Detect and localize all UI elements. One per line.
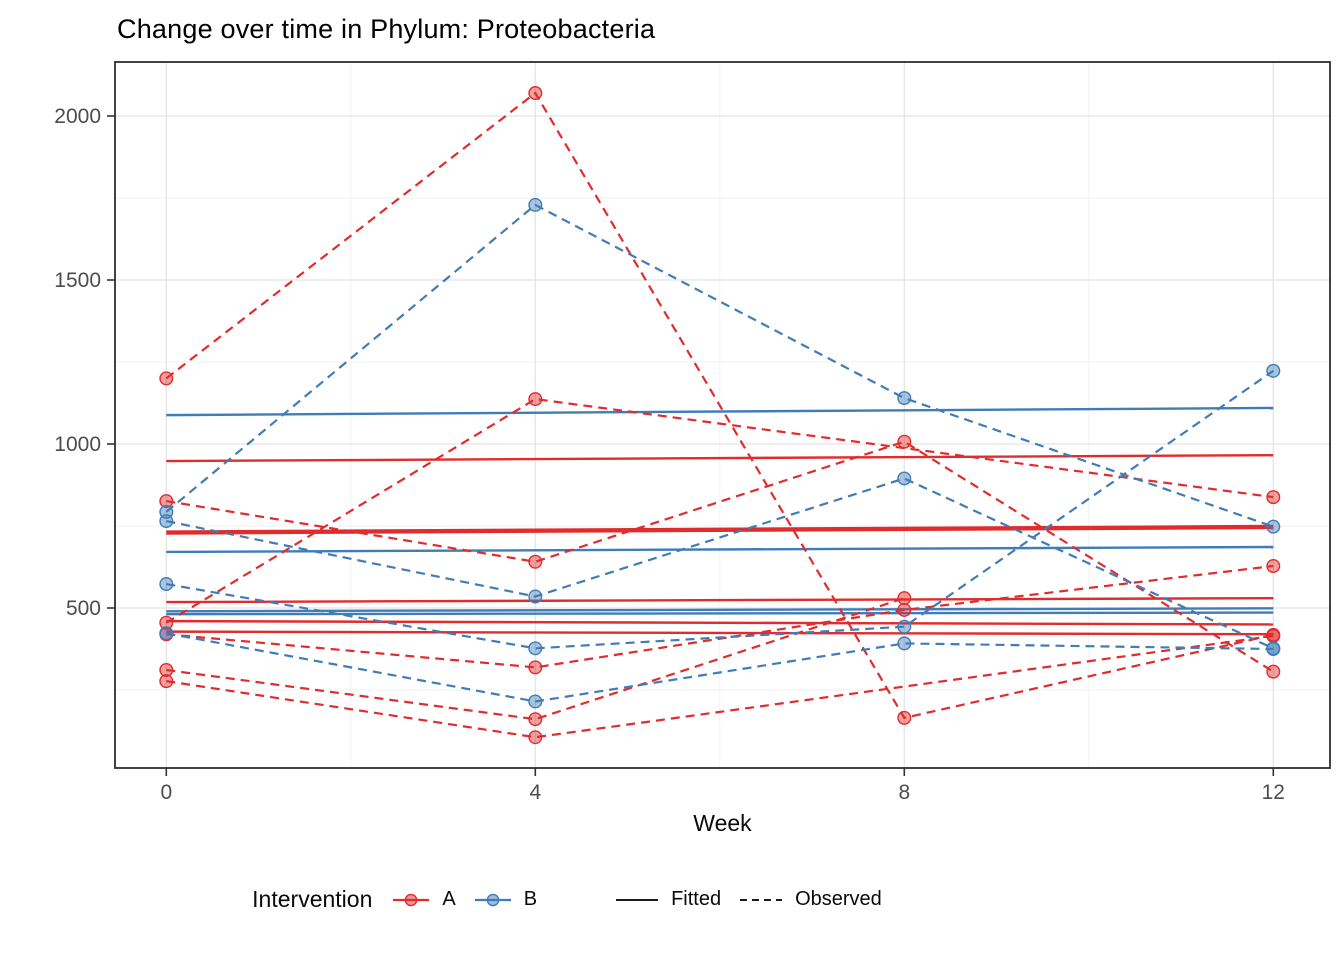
legend-label-a: A [442, 888, 456, 910]
data-point-B4 [159, 626, 174, 641]
data-point-B3 [1266, 363, 1281, 378]
data-point-B1 [1266, 519, 1281, 534]
legend-key-a-icon [393, 893, 430, 906]
panel-border [114, 61, 1331, 769]
data-point-A4 [1266, 559, 1281, 574]
data-point-B2 [159, 514, 174, 529]
legend-label-b: B [523, 888, 538, 910]
observed-line-B4 [166, 632, 1274, 703]
legend-item-fitted: Fitted [613, 888, 721, 911]
data-point-B3 [528, 641, 543, 656]
data-point-A5 [528, 712, 543, 727]
x-axis-label: Week [693, 810, 752, 836]
fitted-line-B1 [166, 406, 1274, 417]
data-point-A1 [159, 371, 174, 386]
data-point-A5 [897, 591, 912, 606]
data-point-A3 [1266, 490, 1281, 505]
y-tick-label: 2000 [54, 105, 101, 128]
data-point-B2 [897, 471, 912, 486]
legend-key-b-icon [474, 893, 511, 906]
data-point-A3 [528, 392, 543, 407]
data-point-A1 [897, 710, 912, 725]
fitted-line-A5 [166, 619, 1274, 626]
chart-title: Change over time in Phylum: Proteobacter… [117, 14, 656, 44]
x-tick-label: 12 [1262, 781, 1285, 804]
observed-line-A6 [166, 634, 1274, 739]
data-point-A4 [528, 660, 543, 675]
observed-line-A3 [165, 397, 1274, 624]
observed-line-B2 [166, 477, 1274, 650]
fitted-line-A1 [166, 453, 1274, 463]
legend-item-observed: Observed [737, 888, 882, 911]
observed-line-B3 [166, 369, 1274, 650]
data-point-B1 [897, 391, 912, 406]
legend-key-observed-icon [740, 898, 783, 901]
observed-line-A2 [166, 440, 1274, 673]
data-point-B3 [159, 577, 174, 592]
data-point-A4 [897, 602, 912, 617]
legend-label-fitted: Fitted [671, 888, 722, 910]
fitted-line-B2 [166, 545, 1274, 554]
data-point-B4 [528, 694, 543, 709]
data-point-A1 [528, 86, 543, 101]
fitted-line-B4 [166, 611, 1274, 616]
data-point-B4 [897, 636, 912, 651]
data-point-B1 [528, 197, 543, 212]
data-point-A3 [159, 615, 174, 630]
fitted-line-A4 [166, 596, 1274, 604]
legend-item-group-a: A [390, 888, 456, 911]
data-point-A5 [159, 662, 174, 677]
data-point-B3 [897, 619, 912, 634]
legend-title: Intervention [252, 886, 373, 912]
fitted-line-B3 [166, 607, 1274, 613]
x-tick-label: 0 [160, 781, 172, 804]
fitted-line-A6 [166, 630, 1274, 636]
observed-line-B1 [165, 203, 1274, 528]
observed-line-A1 [165, 91, 1274, 720]
data-point-A6 [159, 674, 174, 689]
observed-line-A4 [166, 564, 1274, 669]
data-point-B2 [528, 589, 543, 604]
y-tick-label: 500 [66, 597, 101, 620]
fitted-line-A3 [166, 526, 1274, 535]
data-point-B4 [1266, 642, 1281, 657]
data-point-A2 [897, 434, 912, 449]
data-point-A2 [1266, 664, 1281, 679]
x-tick-label: 8 [898, 781, 910, 804]
line-chart-canvas: 0 4 8 12 500 1000 1500 2000 [54, 61, 1331, 804]
x-tick-label: 4 [529, 781, 541, 804]
legend-key-fitted-icon [616, 898, 659, 901]
data-point-A6 [1266, 628, 1281, 643]
legend: Intervention A B Fitted [0, 886, 1247, 913]
data-point-A2 [159, 494, 174, 509]
y-tick-label: 1000 [54, 433, 101, 456]
legend-label-observed: Observed [795, 888, 882, 910]
observed-line-A5 [166, 597, 905, 721]
y-tick-label: 1500 [54, 269, 101, 292]
data-point-A6 [528, 730, 543, 745]
data-point-A2 [528, 554, 543, 569]
legend-item-group-b: B [472, 888, 537, 911]
